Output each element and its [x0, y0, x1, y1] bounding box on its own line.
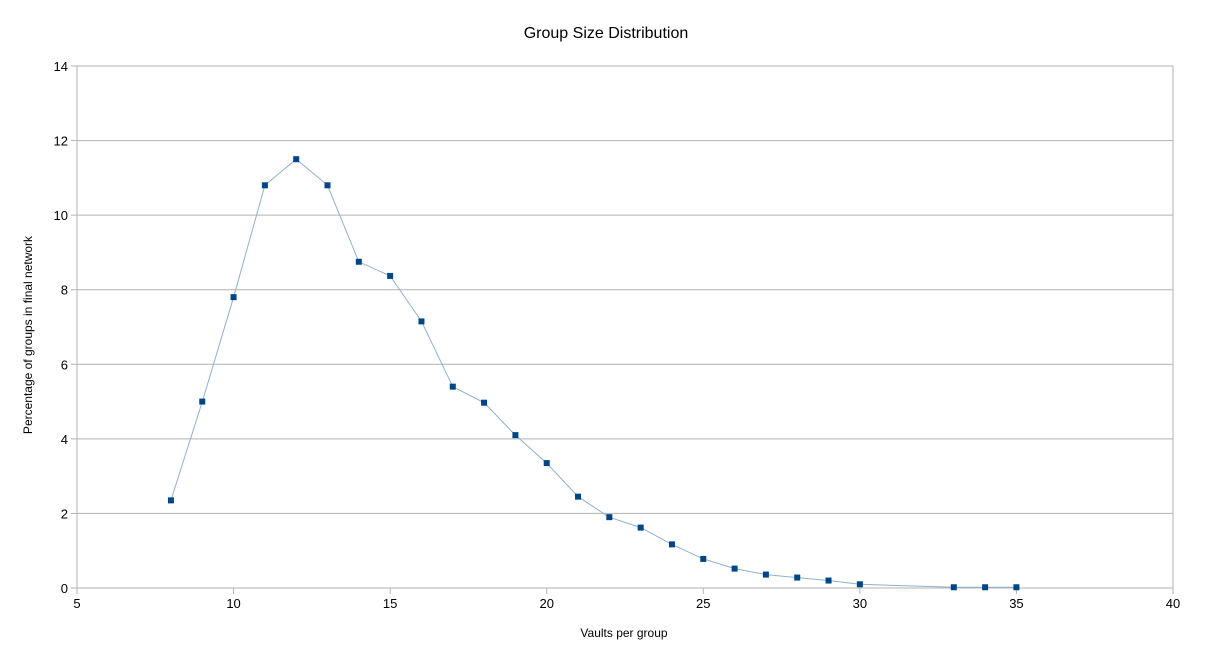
data-point — [762, 571, 769, 578]
data-point — [418, 318, 425, 325]
y-tick-label: 10 — [54, 208, 68, 223]
data-point — [794, 574, 801, 581]
data-point — [982, 584, 989, 591]
data-point — [355, 258, 362, 265]
series-layer — [167, 156, 1020, 591]
data-point — [199, 398, 206, 405]
data-point — [1013, 584, 1020, 591]
y-tick-label: 0 — [61, 581, 68, 596]
data-point — [230, 294, 237, 301]
x-tick-label: 10 — [226, 596, 240, 611]
data-point — [324, 182, 331, 189]
data-point — [449, 383, 456, 390]
data-point — [856, 581, 863, 588]
y-tick-label: 8 — [61, 283, 68, 298]
x-tick-label: 40 — [1166, 596, 1180, 611]
data-point — [261, 182, 268, 189]
y-tick-label: 2 — [61, 506, 68, 521]
series-line — [170, 158, 1017, 588]
x-tick-label: 35 — [1009, 596, 1023, 611]
y-tick-label: 12 — [54, 134, 68, 149]
data-point — [293, 156, 300, 163]
x-axis-label: Vaults per group — [580, 626, 667, 640]
grid-layer — [77, 65, 1173, 589]
axis-layer: 0 2 4 6 8 10 12 14 5 10 15 20 25 30 35 40 — [54, 59, 1181, 611]
x-tick-label: 25 — [696, 596, 710, 611]
y-tick-label: 6 — [61, 357, 68, 372]
data-point — [167, 497, 174, 504]
data-point — [668, 541, 675, 548]
y-tick-label: 14 — [54, 59, 68, 74]
x-tick-label: 20 — [539, 596, 553, 611]
data-point — [606, 514, 613, 521]
data-point — [543, 460, 550, 467]
x-tick-label: 15 — [383, 596, 397, 611]
data-point — [731, 565, 738, 572]
y-axis-label: Percentage of groups in final network — [21, 235, 35, 434]
data-point — [700, 555, 707, 562]
chart-title: Group Size Distribution — [524, 25, 689, 42]
data-point — [387, 272, 394, 279]
data-point — [637, 524, 644, 531]
data-point — [512, 432, 519, 439]
data-point — [481, 399, 488, 406]
data-point — [825, 577, 832, 584]
x-tick-label: 30 — [853, 596, 867, 611]
data-point — [575, 493, 582, 500]
y-tick-label: 4 — [61, 432, 68, 447]
x-tick-label: 5 — [73, 596, 80, 611]
data-point — [950, 584, 957, 591]
